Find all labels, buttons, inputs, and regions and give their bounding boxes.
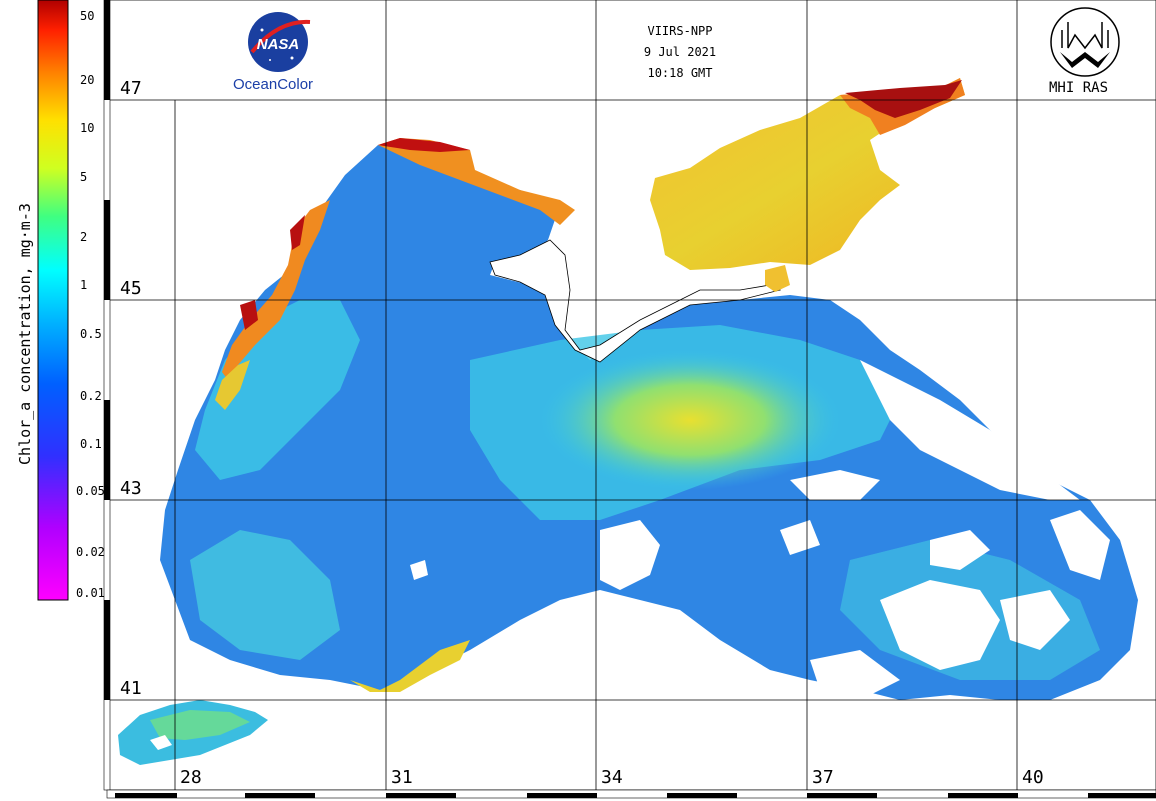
nasa-logo: NASA	[248, 12, 311, 72]
longitude-label: 28	[180, 767, 202, 788]
colorbar-tick: 0.5	[80, 327, 102, 341]
colorbar-tick: 1	[80, 278, 88, 292]
latitude-label: 47	[120, 78, 142, 99]
longitude-label: 37	[812, 767, 834, 788]
cloud-mask	[410, 360, 1110, 700]
colorbar-tick: 0.05	[76, 484, 105, 498]
colorbar-tick: 0.02	[76, 545, 105, 559]
bottom-scale-ruler	[106, 789, 1156, 799]
latitude-label: 41	[120, 678, 142, 699]
colorbar-tick: 20	[80, 73, 95, 87]
coastal-high-strip	[350, 640, 470, 692]
azov-max-patch	[845, 80, 962, 118]
date-label: 9 Jul 2021	[643, 45, 717, 59]
colorbar-tick: 0.1	[80, 437, 102, 451]
colorbar-tick: 50	[80, 9, 95, 23]
colorbar-tick: 5	[80, 170, 88, 184]
mhi-ras-label: MHI RAS	[1049, 80, 1109, 96]
colorbar-strip	[37, 0, 69, 601]
sensor-label: VIIRS-NPP	[647, 24, 713, 38]
colorbar-tick: 10	[80, 121, 95, 135]
coastal-high-strip	[222, 200, 330, 380]
left-scale-ruler	[103, 0, 111, 791]
latitude-label: 45	[120, 278, 142, 299]
mid-concentration-patch	[195, 300, 360, 480]
latitude-label: 43	[120, 478, 142, 499]
coastal-max-strip	[378, 138, 470, 152]
coastal-high-strip	[378, 138, 575, 225]
kerch-strait-water	[765, 265, 790, 292]
oceancolor-label: OceanColor	[233, 76, 314, 93]
colorbar-tick: 0.01	[76, 586, 105, 600]
colorbar-title: Chlor_a concentration, mg·m-3	[16, 203, 34, 465]
longitude-label: 40	[1022, 767, 1044, 788]
coastal-high-strip	[215, 360, 250, 410]
nasa-logo-text: NASA	[257, 36, 300, 53]
time-label: 10:18 GMT	[647, 66, 713, 80]
crimea-land	[489, 239, 782, 363]
mid-concentration-patch	[190, 530, 340, 660]
longitude-label: 31	[391, 767, 413, 788]
marmara-island	[150, 735, 172, 750]
longitude-label: 34	[601, 767, 623, 788]
central-bloom	[540, 350, 840, 490]
mhi-logo	[1050, 7, 1120, 77]
colorbar-tick: 2	[80, 230, 88, 244]
coastal-max-strip	[240, 215, 305, 330]
colorbar-tick: 0.2	[80, 389, 102, 403]
